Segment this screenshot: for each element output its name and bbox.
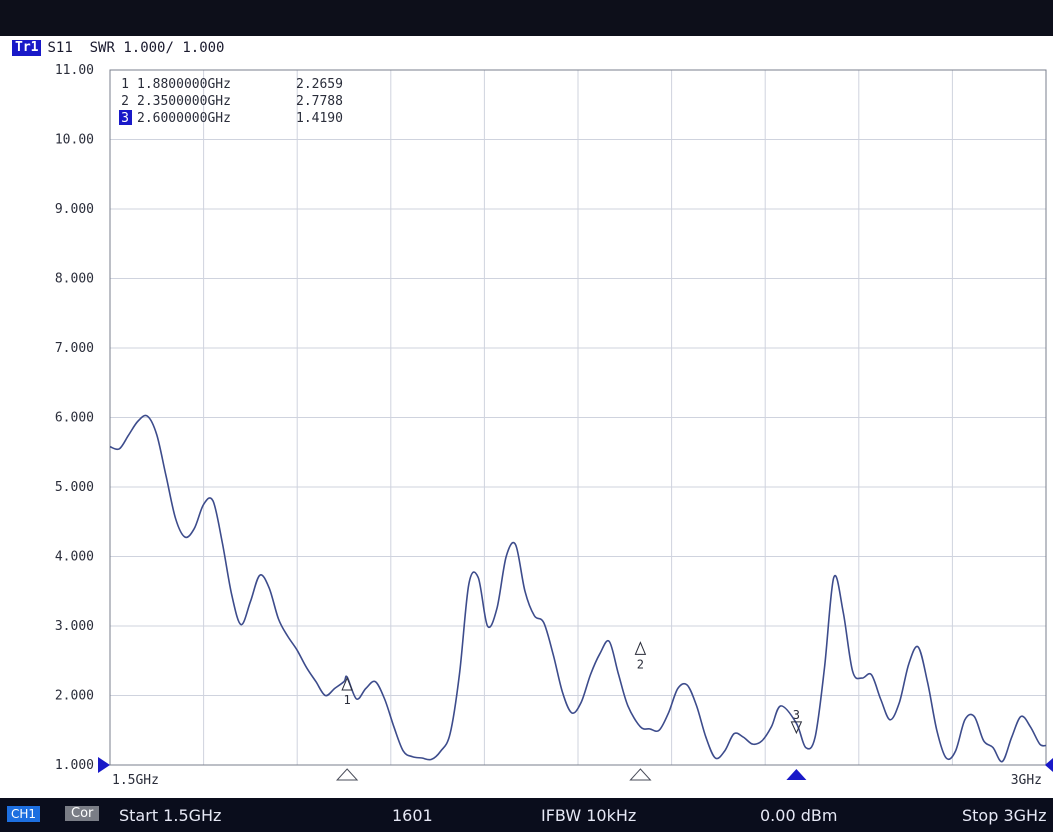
y-tick-label: 7.000 <box>55 341 94 356</box>
readout-value: 1.4190 <box>296 111 343 126</box>
y-tick-label: 10.00 <box>55 133 94 148</box>
start-frequency[interactable]: Start 1.5GHz <box>119 806 222 825</box>
y-tick-label: 8.000 <box>55 272 94 287</box>
trace-label: S11 SWR 1.000/ 1.000 <box>47 40 225 56</box>
readout-value: 2.7788 <box>296 94 343 109</box>
trace-badge[interactable]: Tr1 <box>12 40 42 56</box>
y-tick-label: 9.000 <box>55 202 94 217</box>
channel-badge[interactable]: CH1 <box>7 806 41 822</box>
marker-readout: 1 1.8800000GHz 2.2659 2 2.3500000GHz 2.7788 3 2… <box>119 77 343 126</box>
sweep-points[interactable]: 1601 <box>392 806 433 825</box>
y-tick-label: 1.000 <box>55 758 94 773</box>
readout-marker-id: 3 <box>121 111 129 126</box>
readout-frequency: 2.6000000GHz <box>137 111 231 126</box>
x-tick-label: 1.5GHz <box>112 773 159 788</box>
x-axis-tick-labels: 1.5GHz 3GHz <box>112 773 1042 788</box>
source-power[interactable]: 0.00 dBm <box>760 806 838 825</box>
y-axis-tick-labels: 1.000 2.000 3.000 4.000 5.000 6.000 7.000 8.000… <box>55 63 94 773</box>
marker-1-symbol <box>341 676 353 691</box>
x-tick-label: 3GHz <box>1011 773 1042 788</box>
if-bandwidth[interactable]: IFBW 10kHz <box>541 806 637 825</box>
y-tick-label: 11.00 <box>55 63 94 78</box>
readout-marker-id: 1 <box>121 77 129 92</box>
marker-1-label: 1 <box>344 693 351 707</box>
y-tick-label: 2.000 <box>55 689 94 704</box>
y-tick-label: 4.000 <box>55 550 94 565</box>
marker-3-axis-indicator <box>786 769 807 780</box>
readout-active-highlight <box>119 110 132 125</box>
status-bar: CH1 Cor Start 1.5GHz 1601 IFBW 10kHz 0.0… <box>0 798 1053 832</box>
y-tick-label: 3.000 <box>55 619 94 634</box>
swr-chart: 1.000 2.000 3.000 4.000 5.000 6.000 7.000 8.000… <box>55 63 1053 788</box>
y-tick-label: 5.000 <box>55 480 94 495</box>
readout-frequency: 2.3500000GHz <box>137 94 231 109</box>
marker-3-label: 3 <box>793 708 800 722</box>
swr-trace-line <box>109 414 1047 763</box>
correction-badge[interactable]: Cor <box>65 806 100 821</box>
marker-2-label: 2 <box>637 657 644 671</box>
grid <box>109 69 1047 766</box>
plot-frame <box>109 69 1047 766</box>
marker-2-symbol <box>634 641 647 655</box>
trace <box>98 414 1053 773</box>
marker-1-axis-indicator <box>335 768 359 781</box>
readout-marker-id: 2 <box>121 94 129 109</box>
trace-header: Tr1 S11 SWR 1.000/ 1.000 <box>12 38 225 58</box>
marker-3-symbol <box>790 721 803 735</box>
stop-frequency[interactable]: Stop 3GHz <box>962 806 1047 825</box>
markers: 1 2 3 <box>335 641 807 781</box>
top-bar <box>0 0 1053 36</box>
reference-level-left-arrow <box>98 757 110 773</box>
readout-frequency: 1.8800000GHz <box>137 77 231 92</box>
reference-level-right-arrow <box>1045 758 1053 772</box>
readout-value: 2.2659 <box>296 77 343 92</box>
y-tick-label: 6.000 <box>55 411 94 426</box>
marker-2-axis-indicator <box>629 768 652 781</box>
